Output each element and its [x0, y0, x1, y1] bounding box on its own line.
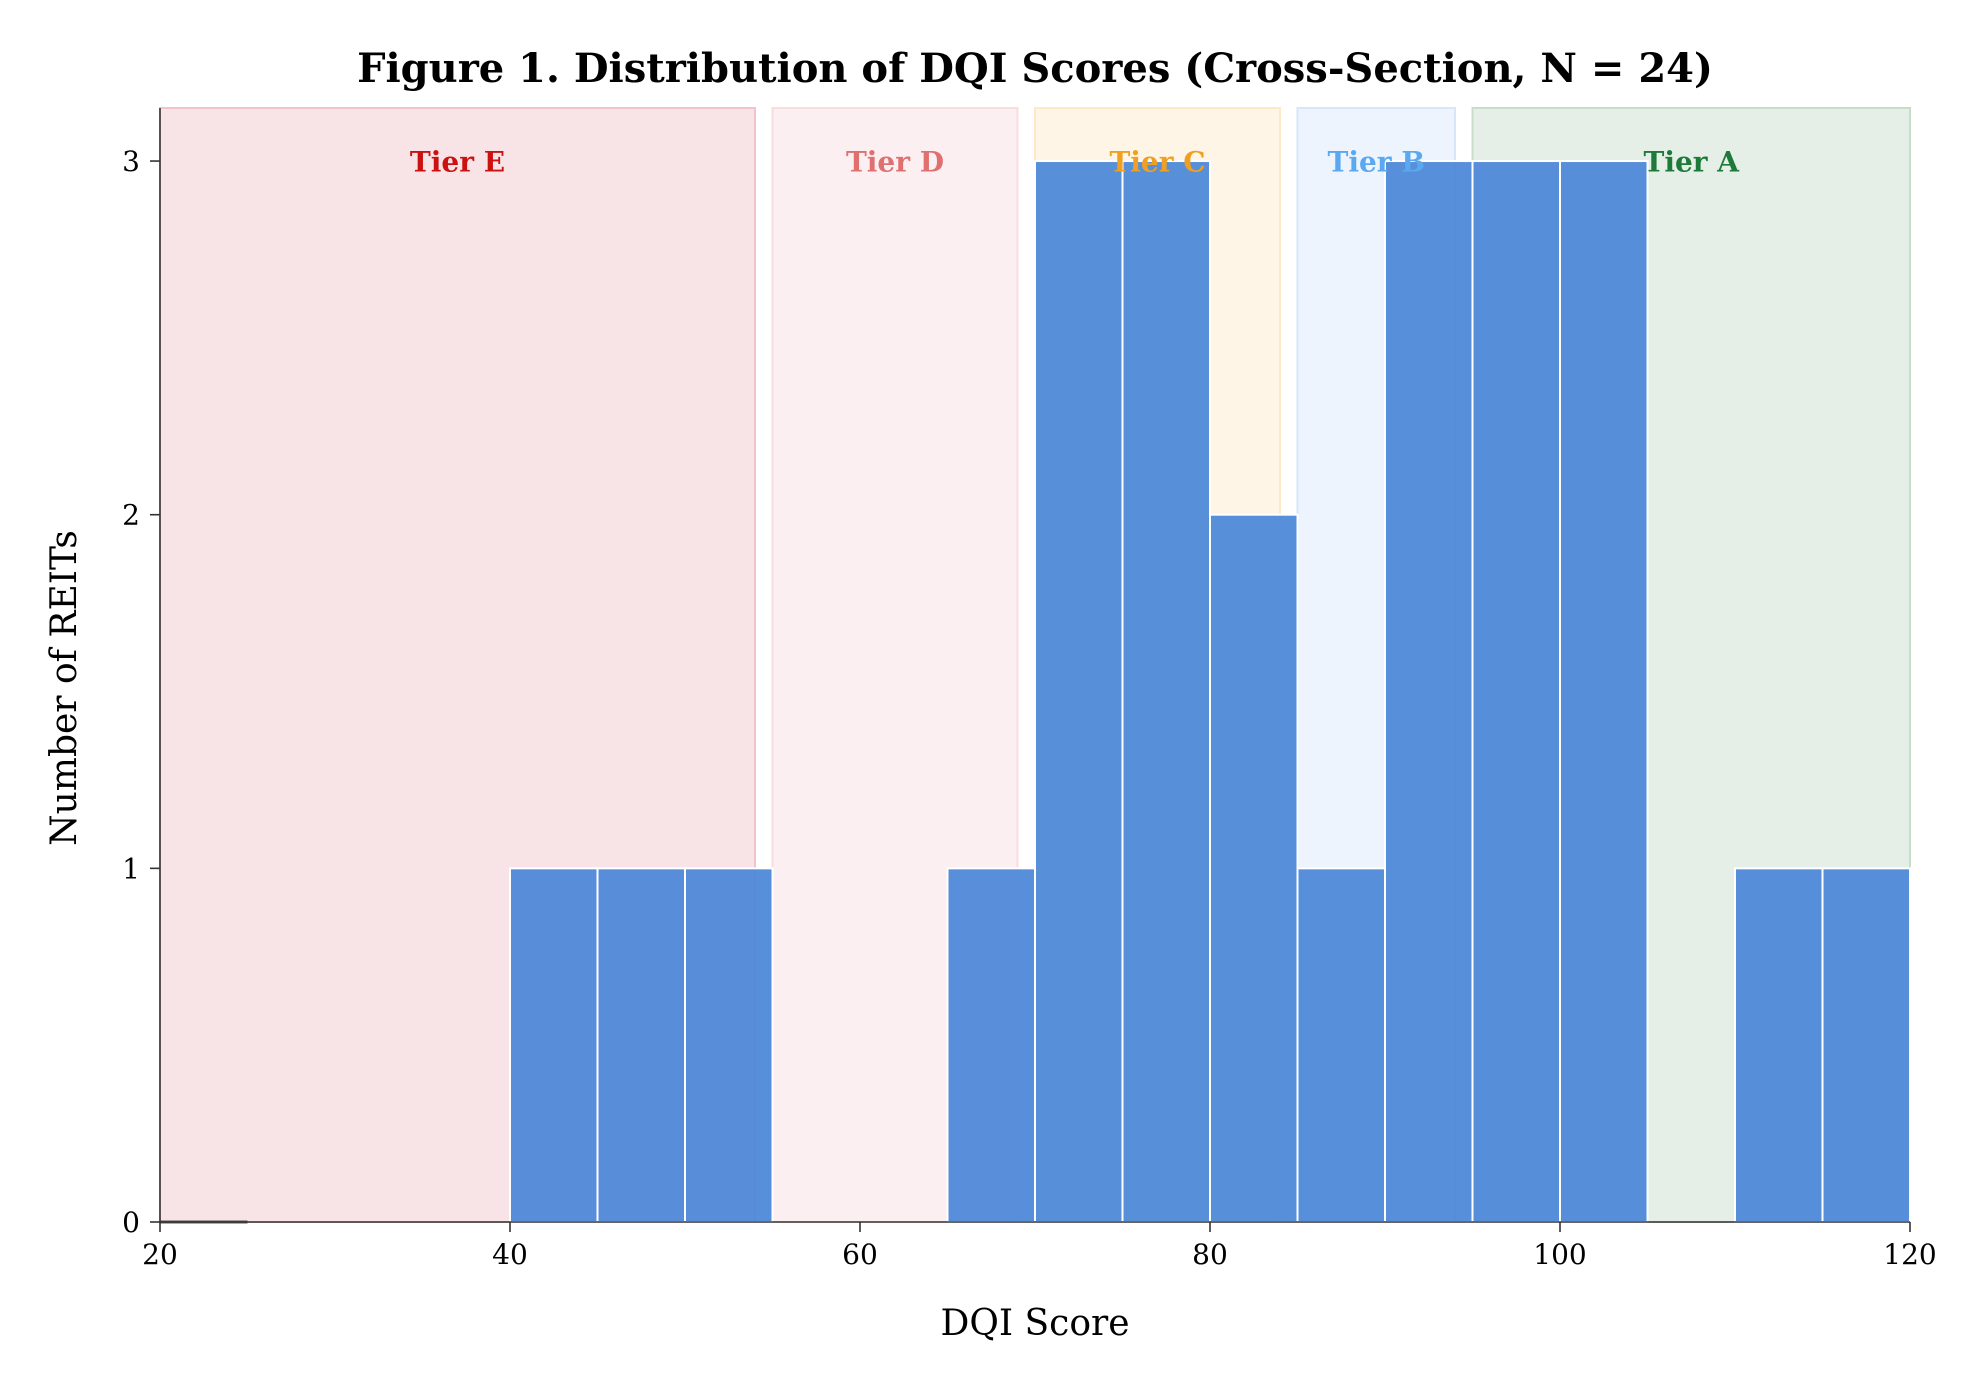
bar-90-95 — [1384, 160, 1474, 1224]
bar-95-100 — [1471, 160, 1561, 1224]
bar-110-115 — [1734, 867, 1824, 1223]
bar-70-75 — [1034, 160, 1124, 1224]
band-label-tier-c: Tier C — [1109, 146, 1205, 179]
y-tick-label-1: 1 — [122, 852, 140, 885]
x-tick-label-100: 100 — [1533, 1238, 1586, 1271]
x-tick-label-60: 60 — [842, 1238, 878, 1271]
bar-50-55 — [684, 867, 774, 1223]
y-tick-label-2: 2 — [122, 499, 140, 532]
x-tick-label-120: 120 — [1883, 1238, 1936, 1271]
bar-40-45 — [509, 867, 599, 1223]
bar-65-70 — [946, 867, 1036, 1223]
band-label-tier-e: Tier E — [410, 146, 505, 179]
x-axis-label: DQI Score — [940, 1303, 1129, 1344]
x-tick-label-20: 20 — [142, 1238, 178, 1271]
bar-45-50 — [596, 867, 686, 1223]
band-label-tier-a: Tier A — [1643, 146, 1740, 179]
y-tick-label-0: 0 — [122, 1206, 140, 1239]
band-label-tier-b: Tier B — [1328, 146, 1425, 179]
bar-85-90 — [1296, 867, 1386, 1223]
histogram-bars — [160, 160, 1911, 1224]
axes: 20 40 60 80 100 120 0 1 2 3 — [122, 108, 1937, 1271]
chart-title: Figure 1. Distribution of DQI Scores (Cr… — [357, 45, 1713, 92]
bar-75-80 — [1121, 160, 1211, 1224]
x-tick-label-40: 40 — [492, 1238, 528, 1271]
bar-80-85 — [1209, 513, 1299, 1223]
bar-100-105 — [1559, 160, 1649, 1224]
bar-115-120 — [1821, 867, 1911, 1223]
x-tick-label-80: 80 — [1192, 1238, 1228, 1271]
y-tick-label-3: 3 — [122, 145, 140, 178]
tier-labels: Tier E Tier D Tier C Tier B Tier A — [410, 146, 1740, 179]
band-label-tier-d: Tier D — [846, 146, 944, 179]
y-axis-label: Number of REITs — [44, 530, 85, 846]
